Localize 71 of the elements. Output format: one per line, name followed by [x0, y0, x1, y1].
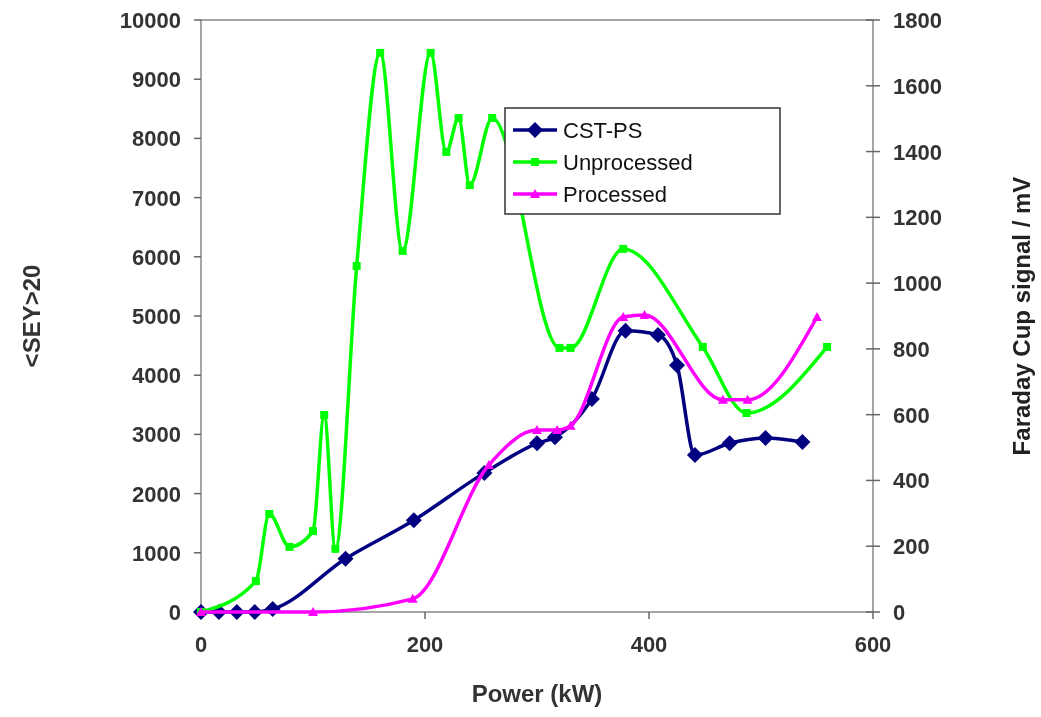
point — [308, 607, 318, 616]
y2-tick-label: 800 — [893, 336, 930, 362]
point — [617, 322, 634, 339]
point — [721, 435, 738, 452]
point — [407, 593, 418, 603]
point — [465, 181, 474, 190]
point — [454, 114, 463, 123]
point — [398, 246, 407, 255]
y2-axis-title: Faraday Cup signal / mV — [1008, 176, 1035, 456]
point — [812, 311, 822, 321]
point — [532, 425, 542, 435]
y-axis-title: <SEY>20 — [18, 264, 45, 368]
point — [309, 527, 317, 536]
point — [488, 114, 497, 123]
y-tick-label: 0 — [168, 600, 181, 625]
legend-label: Processed — [563, 182, 667, 207]
point — [669, 357, 685, 374]
point — [823, 342, 832, 351]
y2-tick-label: 200 — [893, 534, 930, 560]
point — [639, 310, 650, 320]
y2-tick-label: 0 — [893, 600, 906, 625]
x-tick-label: 400 — [630, 632, 668, 657]
point — [483, 459, 494, 469]
y2-tick-label: 1200 — [893, 205, 942, 231]
y-tick-label: 5000 — [132, 304, 181, 329]
point — [265, 509, 274, 518]
y-tick-label: 7000 — [132, 185, 181, 211]
point — [552, 425, 563, 435]
point — [794, 434, 811, 451]
y-tick-label: 6000 — [132, 244, 181, 270]
point — [742, 394, 753, 404]
x-tick-label: 600 — [854, 632, 892, 657]
legend-label: Unprocessed — [563, 150, 693, 175]
point — [442, 147, 451, 156]
x-tick-label: 0 — [194, 632, 208, 657]
legend-label: CST-PS — [563, 118, 643, 143]
y-tick-label: 10000 — [119, 8, 181, 33]
point — [320, 411, 329, 419]
point — [285, 542, 294, 551]
point — [405, 512, 422, 529]
x-tick-label: 200 — [406, 632, 444, 657]
y-tick-label: 8000 — [132, 126, 181, 152]
y2-tick-label: 1000 — [893, 271, 942, 297]
y2-tick-label: 1600 — [893, 73, 942, 99]
y2-tick-label: 600 — [893, 402, 930, 428]
point — [566, 343, 575, 352]
point — [331, 544, 340, 553]
point — [251, 577, 260, 586]
point — [686, 447, 703, 464]
point — [337, 550, 354, 567]
point — [717, 394, 728, 404]
point — [757, 429, 774, 446]
y-tick-label: 4000 — [132, 363, 181, 389]
y-tick-label: 9000 — [132, 67, 181, 93]
point — [555, 343, 564, 352]
point — [352, 262, 361, 271]
y2-tick-label: 1400 — [893, 139, 942, 165]
y2-tick-label: 400 — [893, 468, 930, 494]
y-tick-label: 2000 — [132, 481, 181, 507]
point — [426, 48, 435, 57]
y-tick-label: 1000 — [132, 540, 181, 566]
point — [742, 409, 751, 418]
point — [619, 244, 628, 253]
x-axis-title: Power (kW) — [471, 680, 603, 707]
y2-tick-label: 1800 — [893, 8, 942, 33]
point — [529, 435, 545, 452]
point — [698, 342, 707, 351]
point — [565, 420, 576, 430]
y-tick-label: 3000 — [132, 422, 181, 448]
point — [376, 48, 385, 57]
point — [649, 326, 666, 343]
